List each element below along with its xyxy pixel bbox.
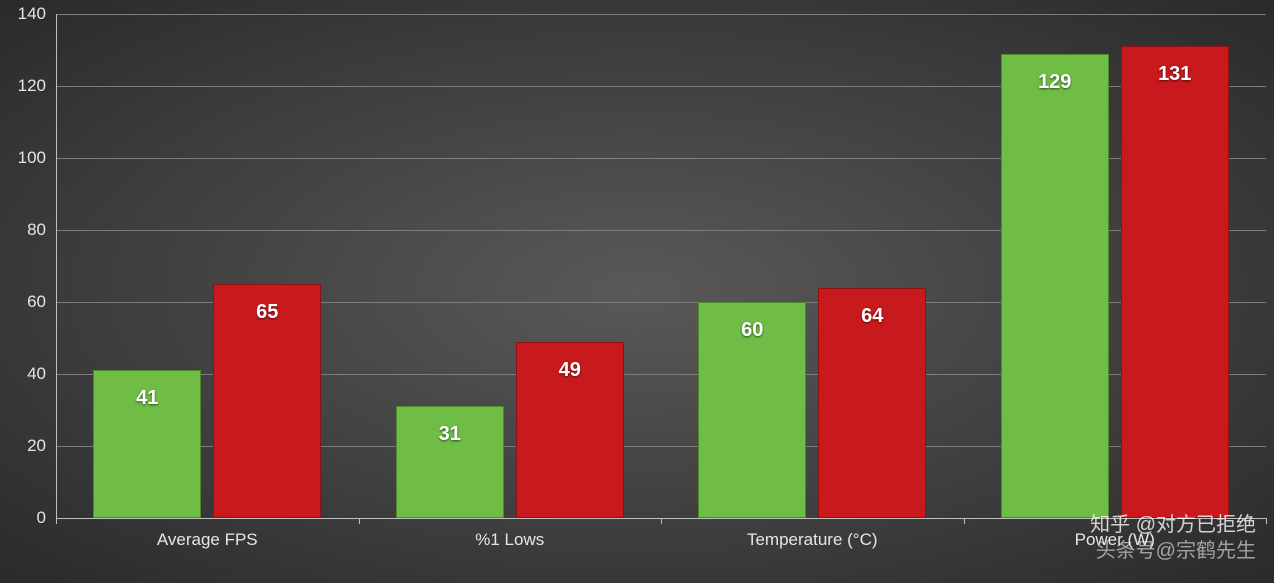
bar-value-label: 31 — [439, 423, 461, 446]
x-tick-mark — [1266, 518, 1267, 524]
bar: 41 — [93, 370, 201, 518]
bar-value-label: 129 — [1038, 71, 1071, 94]
watermark-text: 知乎 @对方已拒绝 — [1090, 508, 1256, 537]
bar: 31 — [396, 406, 504, 518]
x-tick-mark — [661, 518, 662, 524]
y-tick-label: 80 — [27, 220, 46, 240]
bar-value-label: 60 — [741, 319, 763, 342]
y-tick-label: 20 — [27, 436, 46, 456]
y-tick-label: 60 — [27, 292, 46, 312]
y-tick-label: 140 — [18, 4, 46, 24]
bar: 49 — [516, 342, 624, 518]
fps-benchmark-chart: 0 20 40 60 80 100 120 140 Average FPS %1 Lows Temp… — [0, 0, 1274, 583]
bar-value-label: 65 — [256, 301, 278, 324]
y-tick-label: 0 — [37, 508, 46, 528]
x-tick-mark — [359, 518, 360, 524]
bar: 64 — [818, 288, 926, 518]
x-tick-mark — [964, 518, 965, 524]
y-tick-label: 100 — [18, 148, 46, 168]
bar: 60 — [698, 302, 806, 518]
y-tick-label: 120 — [18, 76, 46, 96]
y-tick-label: 40 — [27, 364, 46, 384]
bar-value-label: 49 — [559, 359, 581, 382]
bar-value-label: 41 — [136, 387, 158, 410]
bar-value-label: 64 — [861, 305, 883, 328]
bar: 65 — [213, 284, 321, 518]
x-category-label: %1 Lows — [475, 530, 544, 550]
x-category-label: Average FPS — [157, 530, 258, 550]
x-category-label: Temperature (°C) — [747, 530, 878, 550]
bar: 129 — [1001, 54, 1109, 518]
x-tick-mark — [56, 518, 57, 524]
y-axis-line — [56, 14, 57, 518]
watermark-text: 头条号@宗鹤先生 — [1096, 534, 1256, 563]
bar-value-label: 131 — [1158, 63, 1191, 86]
gridline — [56, 14, 1266, 15]
bar: 131 — [1121, 46, 1229, 518]
